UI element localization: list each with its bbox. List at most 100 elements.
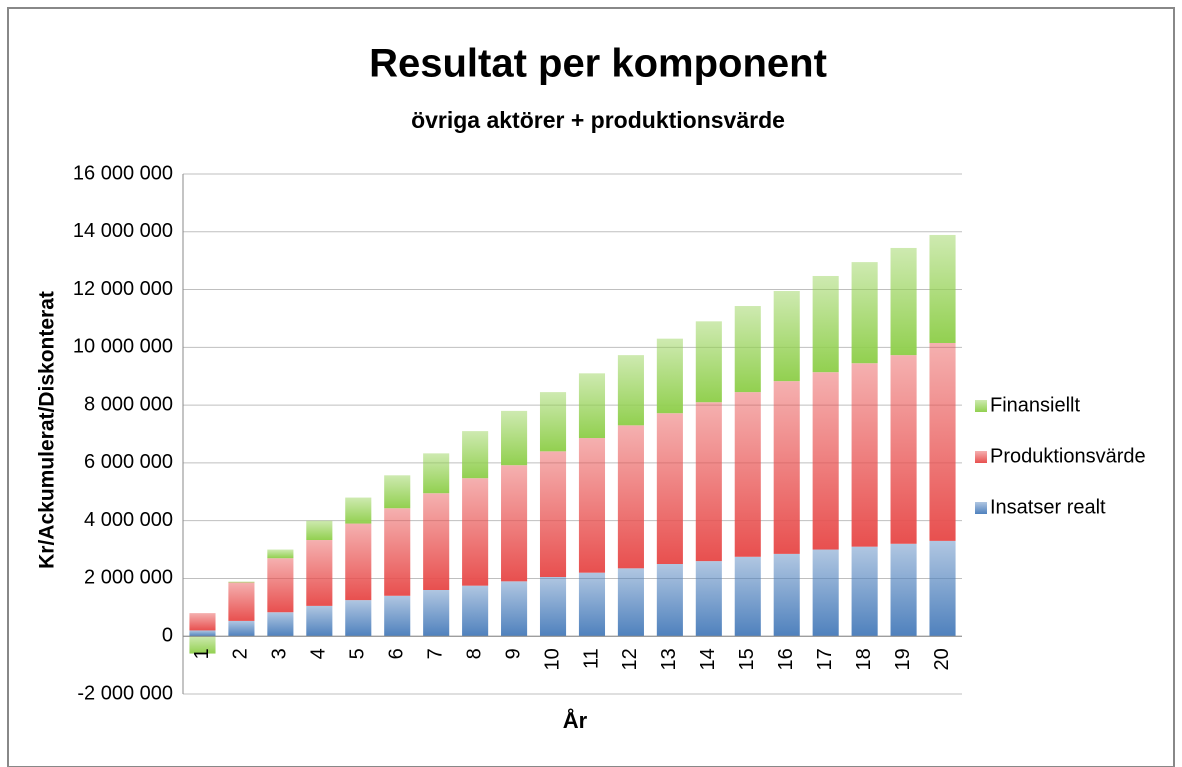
legend-label: Insatser realt bbox=[990, 496, 1106, 518]
bar-segment bbox=[617, 355, 644, 426]
x-axis-title: År bbox=[563, 707, 588, 733]
bar-segment bbox=[773, 553, 800, 637]
bar-segment bbox=[656, 338, 683, 414]
bar-segment bbox=[345, 497, 372, 524]
bar-segment bbox=[890, 355, 917, 544]
y-tick-label: 2 000 000 bbox=[84, 567, 173, 589]
y-tick-label: 10 000 000 bbox=[73, 336, 173, 358]
y-tick-label: 4 000 000 bbox=[84, 509, 173, 531]
legend-swatch bbox=[975, 400, 987, 412]
x-tick-label: 14 bbox=[697, 648, 719, 670]
x-tick-label: 13 bbox=[658, 648, 680, 670]
bar-segment bbox=[423, 590, 450, 637]
bar-segment bbox=[462, 431, 489, 479]
legend-swatch bbox=[975, 502, 987, 514]
bar-segment bbox=[189, 636, 216, 654]
bar-segment bbox=[539, 577, 567, 637]
y-tick-label: 0 bbox=[162, 625, 173, 647]
y-tick-label: 6 000 000 bbox=[84, 451, 173, 473]
x-tick-label: 11 bbox=[580, 648, 602, 669]
bar-segment bbox=[228, 581, 255, 583]
bar-segment bbox=[384, 475, 411, 509]
bar-segment bbox=[501, 410, 528, 466]
bar-segment bbox=[423, 493, 450, 590]
y-axis-title: Kr/Ackumulerat/Diskonterat bbox=[36, 291, 59, 569]
bar-segment bbox=[228, 620, 255, 637]
bar-segment bbox=[228, 582, 255, 621]
x-tick-label: 12 bbox=[619, 648, 641, 670]
x-tick-label: 8 bbox=[463, 648, 485, 659]
bar-segment bbox=[384, 595, 411, 637]
x-tick-label: 15 bbox=[736, 648, 758, 670]
bar-segment bbox=[734, 392, 761, 557]
bar-segment bbox=[617, 568, 644, 637]
x-tick-label: 16 bbox=[775, 648, 797, 670]
bar-segment bbox=[539, 392, 567, 452]
bar-segment bbox=[851, 262, 878, 364]
legend-label: Produktionsvärde bbox=[990, 445, 1146, 467]
x-tick-label: 17 bbox=[814, 648, 836, 670]
legend-label: Finansiellt bbox=[990, 394, 1080, 416]
y-tick-label: 12 000 000 bbox=[73, 278, 173, 300]
bar-segment bbox=[189, 630, 216, 637]
x-tick-label: 18 bbox=[853, 648, 875, 670]
bar-segment bbox=[851, 546, 878, 637]
bar-segment bbox=[812, 372, 839, 550]
bar-segment bbox=[501, 465, 528, 582]
bar-segment bbox=[345, 600, 372, 637]
bar-segment bbox=[578, 373, 606, 439]
bar-segment bbox=[929, 234, 956, 343]
bar-segment bbox=[306, 520, 333, 541]
bar-segment bbox=[617, 425, 644, 569]
bar-segment bbox=[734, 556, 761, 637]
bar-segment bbox=[306, 540, 333, 606]
bar-segment bbox=[851, 363, 878, 547]
legend-swatch bbox=[975, 451, 987, 463]
x-tick-label: 1 bbox=[191, 648, 213, 659]
bar-segment bbox=[656, 564, 683, 637]
y-tick-label: -2 000 000 bbox=[77, 682, 173, 704]
bar-segment bbox=[695, 561, 722, 637]
x-tick-label: 7 bbox=[424, 648, 446, 659]
chart-subtitle: övriga aktörer + produktionsvärde bbox=[411, 107, 785, 133]
bar-segment bbox=[578, 572, 606, 637]
bar-segment bbox=[695, 321, 722, 403]
bar-segment bbox=[929, 540, 956, 637]
x-tick-label: 2 bbox=[230, 648, 252, 659]
bar-segment bbox=[929, 343, 956, 541]
chart-title: Resultat per komponent bbox=[369, 42, 827, 86]
x-tick-label: 4 bbox=[308, 648, 330, 659]
bar-segment bbox=[773, 291, 800, 382]
x-tick-label: 19 bbox=[892, 648, 914, 670]
bar-segment bbox=[345, 523, 372, 601]
bar-segment bbox=[578, 438, 606, 573]
bar-segment bbox=[812, 549, 839, 637]
x-tick-label: 6 bbox=[386, 648, 408, 659]
bar-segment bbox=[189, 613, 216, 631]
y-tick-label: 14 000 000 bbox=[73, 220, 173, 242]
bar-segment bbox=[267, 558, 294, 613]
bar-segment bbox=[462, 478, 489, 586]
bar-segment bbox=[267, 549, 294, 559]
x-tick-label: 5 bbox=[347, 648, 369, 659]
x-tick-label: 20 bbox=[931, 648, 953, 670]
bar-segment bbox=[656, 413, 683, 564]
bar-segment bbox=[695, 402, 722, 562]
bar-segment bbox=[384, 508, 411, 596]
bar-segment bbox=[812, 275, 839, 373]
bar-segment bbox=[267, 612, 294, 637]
y-tick-label: 16 000 000 bbox=[73, 162, 173, 184]
bar-segment bbox=[539, 451, 567, 577]
bar-segment bbox=[306, 605, 333, 637]
bar-segment bbox=[734, 306, 761, 393]
bar-segment bbox=[890, 543, 917, 637]
bar-segment bbox=[423, 453, 450, 494]
x-tick-label: 9 bbox=[502, 648, 524, 659]
bar-segment bbox=[501, 581, 528, 637]
bar-segment bbox=[890, 247, 917, 356]
x-tick-label: 3 bbox=[269, 648, 291, 659]
x-tick-label: 10 bbox=[541, 648, 563, 670]
y-tick-label: 8 000 000 bbox=[84, 393, 173, 415]
bar-segment bbox=[773, 381, 800, 554]
